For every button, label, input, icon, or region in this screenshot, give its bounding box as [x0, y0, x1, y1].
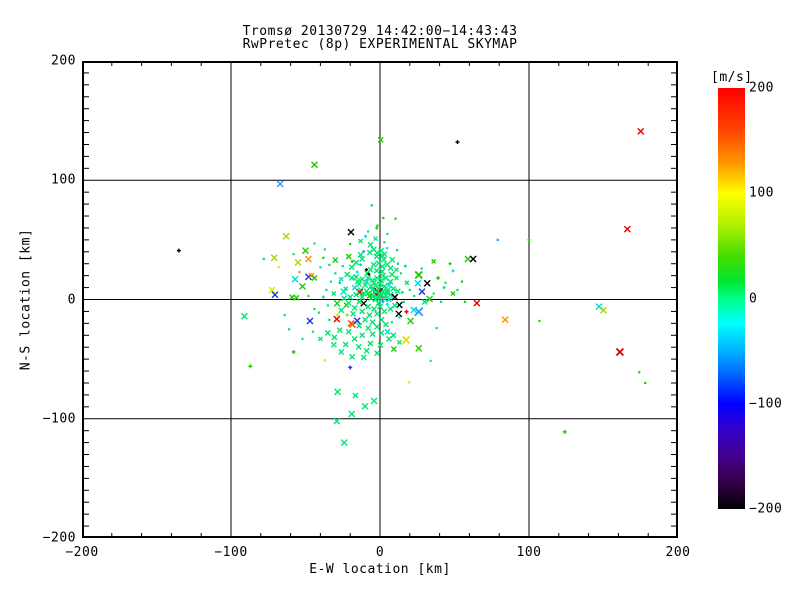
- x-tick-label: −200: [65, 545, 99, 560]
- y-tick-label: 100: [51, 172, 76, 188]
- colorbar-tick-label: −100: [749, 396, 783, 412]
- x-tick-label: 100: [516, 545, 542, 560]
- colorbar-tick-label: 200: [749, 80, 774, 96]
- page-subtitle: RwPretec (8p) EXPERIMENTAL SKYMAP: [242, 37, 518, 52]
- y-tick-label: 0: [67, 292, 76, 307]
- x-tick-label: 0: [375, 545, 385, 560]
- page-title: Tromsø 20130729 14:42:00−14:43:43: [242, 24, 518, 39]
- y-tick-label: 200: [51, 53, 76, 69]
- colorbar-unit-label: [m/s]: [711, 70, 753, 85]
- colorbar-tick-label: 100: [749, 185, 774, 201]
- y-tick-label: −200: [42, 530, 76, 546]
- colorbar: [718, 88, 745, 509]
- x-axis-label: E-W location [km]: [309, 562, 451, 577]
- x-tick-label: −100: [214, 545, 248, 560]
- y-tick-label: −100: [42, 411, 76, 427]
- x-tick-label: 200: [665, 545, 691, 560]
- y-axis-label: N-S location [km]: [18, 228, 34, 371]
- colorbar-tick-label: −200: [749, 501, 783, 517]
- colorbar-tick-label: 0: [749, 291, 758, 306]
